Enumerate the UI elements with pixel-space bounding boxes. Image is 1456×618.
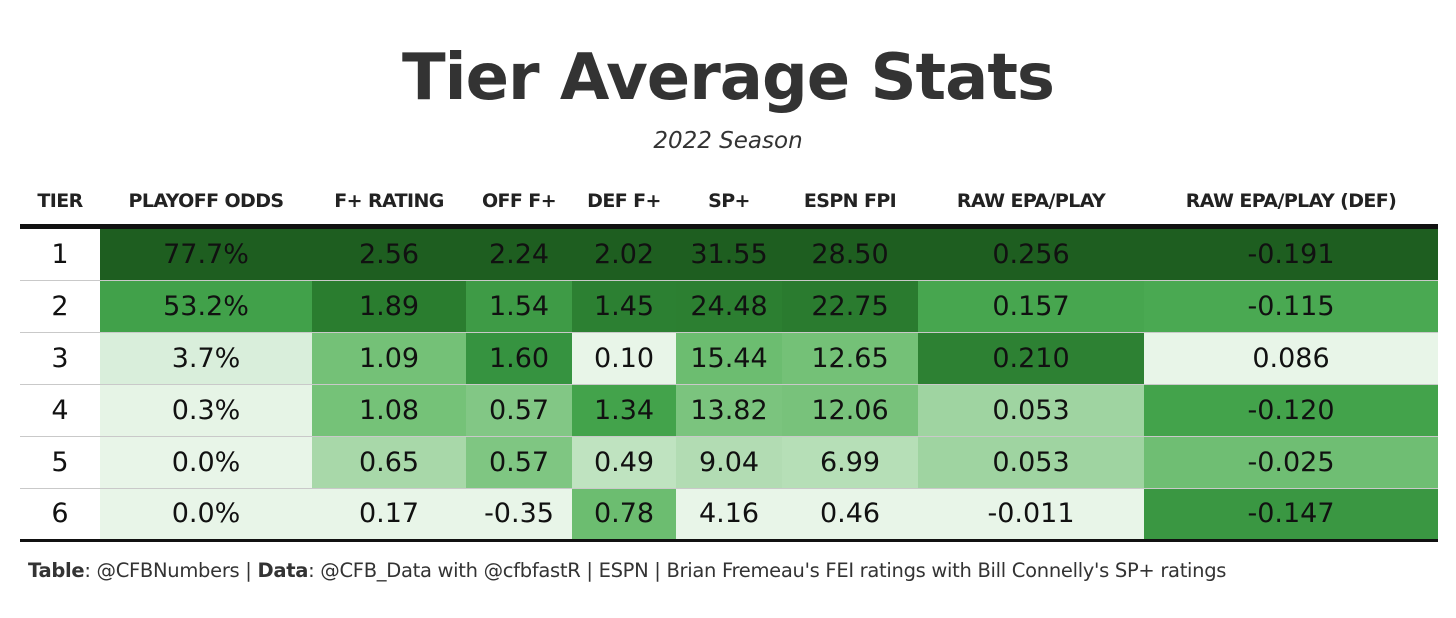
chart-title: Tier Average Stats (401, 41, 1055, 115)
table-cell: 0.10 (572, 332, 676, 385)
table-cell: 13.82 (676, 384, 782, 437)
table-cell: 9.04 (676, 436, 782, 489)
table-cell: 4.16 (676, 488, 782, 542)
table-cell: 15.44 (676, 332, 782, 385)
table-cell: -0.35 (466, 488, 572, 542)
table-cell: 0.17 (312, 488, 466, 542)
table-row: 2 53.2% 1.89 1.54 1.45 24.48 22.75 0.157 -0.115 (20, 280, 1438, 333)
table-cell: 0.0% (100, 488, 312, 542)
table-cell: 0.65 (312, 436, 466, 489)
table-cell: 0.210 (918, 332, 1144, 385)
table-cell: 0.086 (1144, 332, 1438, 385)
table-cell: 1.54 (466, 280, 572, 333)
table-body: 1 77.7% 2.56 2.24 2.02 31.55 28.50 0.256 -0.191 2… (20, 226, 1438, 542)
table-cell: 1.34 (572, 384, 676, 437)
table-row: 3 3.7% 1.09 1.60 0.10 15.44 12.65 0.210 0.086 (20, 332, 1438, 385)
table-cell: 31.55 (676, 226, 782, 281)
column-header-4: DEF F+ (572, 178, 676, 229)
table-row: 1 77.7% 2.56 2.24 2.02 31.55 28.50 0.256 -0.191 (20, 226, 1438, 281)
table-cell: 1.60 (466, 332, 572, 385)
column-header-6: ESPN FPI (782, 178, 918, 229)
table-cell: 0.78 (572, 488, 676, 542)
table-cell: -0.147 (1144, 488, 1438, 542)
column-header-7: RAW EPA/PLAY (918, 178, 1144, 229)
table-cell: 28.50 (782, 226, 918, 281)
table-cell: 0.57 (466, 384, 572, 437)
column-header-5: SP+ (676, 178, 782, 229)
table-cell: 0.49 (572, 436, 676, 489)
table-cell: 12.65 (782, 332, 918, 385)
table-cell: 1.08 (312, 384, 466, 437)
table-cell: 1.45 (572, 280, 676, 333)
source-footer: Table: @CFBNumbers | Data: @CFB_Data wit… (28, 556, 1438, 586)
tier-cell: 2 (20, 280, 100, 333)
footer-data-label: Data (257, 559, 309, 582)
table-cell: -0.120 (1144, 384, 1438, 437)
tier-stats-table: TIER PLAYOFF ODDS F+ RATING OFF F+ DEF F+ SP+… (20, 178, 1438, 542)
table-cell: 0.46 (782, 488, 918, 542)
chart-subtitle: 2022 Season (653, 128, 803, 154)
column-header-3: OFF F+ (466, 178, 572, 229)
tier-cell: 5 (20, 436, 100, 489)
table-cell: 53.2% (100, 280, 312, 333)
column-header-1: PLAYOFF ODDS (100, 178, 312, 229)
column-header-8: RAW EPA/PLAY (DEF) (1144, 178, 1438, 229)
footer-table-label: Table (28, 559, 85, 582)
tier-cell: 3 (20, 332, 100, 385)
table-cell: 0.157 (918, 280, 1144, 333)
footer-data-value: : @CFB_Data with @cfbfastR | ESPN | Bria… (308, 559, 1227, 582)
tier-cell: 6 (20, 488, 100, 542)
table-cell: 3.7% (100, 332, 312, 385)
table-cell: -0.191 (1144, 226, 1438, 281)
table-cell: 0.3% (100, 384, 312, 437)
table-cell: 1.09 (312, 332, 466, 385)
table-cell: 2.56 (312, 226, 466, 281)
table-cell: 0.0% (100, 436, 312, 489)
table-cell: 77.7% (100, 226, 312, 281)
table-row: 5 0.0% 0.65 0.57 0.49 9.04 6.99 0.053 -0.025 (20, 436, 1438, 489)
table-row: 6 0.0% 0.17 -0.35 0.78 4.16 0.46 -0.011 -0.147 (20, 488, 1438, 542)
table-cell: 0.57 (466, 436, 572, 489)
table-cell: -0.025 (1144, 436, 1438, 489)
table-cell: 22.75 (782, 280, 918, 333)
table-cell: 6.99 (782, 436, 918, 489)
table-cell: 0.053 (918, 436, 1144, 489)
footer-table-value: : @CFBNumbers | (84, 559, 258, 582)
table-cell: 12.06 (782, 384, 918, 437)
table-header-row: TIER PLAYOFF ODDS F+ RATING OFF F+ DEF F+ SP+… (20, 178, 1438, 229)
table-cell: 2.02 (572, 226, 676, 281)
tier-cell: 1 (20, 226, 100, 281)
table-cell: 24.48 (676, 280, 782, 333)
column-header-2: F+ RATING (312, 178, 466, 229)
table-cell: -0.115 (1144, 280, 1438, 333)
table-cell: -0.011 (918, 488, 1144, 542)
table-cell: 1.89 (312, 280, 466, 333)
table-row: 4 0.3% 1.08 0.57 1.34 13.82 12.06 0.053 -0.120 (20, 384, 1438, 437)
table-cell: 0.256 (918, 226, 1144, 281)
table-cell: 2.24 (466, 226, 572, 281)
table-cell: 0.053 (918, 384, 1144, 437)
tier-cell: 4 (20, 384, 100, 437)
column-header-0: TIER (20, 178, 100, 229)
